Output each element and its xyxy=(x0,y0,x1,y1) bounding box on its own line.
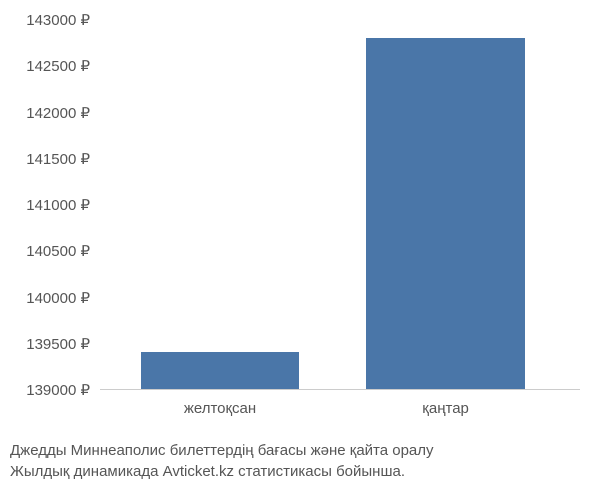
y-tick-label: 143000 ₽ xyxy=(26,11,90,29)
plot-area xyxy=(100,20,580,390)
y-axis: 139000 ₽139500 ₽140000 ₽140500 ₽141000 ₽… xyxy=(0,20,95,390)
y-tick-label: 140500 ₽ xyxy=(26,242,90,260)
y-tick-label: 142500 ₽ xyxy=(26,57,90,75)
bar xyxy=(366,38,524,390)
y-tick-label: 140000 ₽ xyxy=(26,289,90,307)
y-tick-label: 139000 ₽ xyxy=(26,381,90,399)
chart-container: 139000 ₽ 139500 ₽ 140000 ₽ 140500 ₽ 141000 ₽… xyxy=(0,0,600,500)
y-tick-label: 139500 ₽ xyxy=(26,335,90,353)
x-tick-label: желтоқсан xyxy=(184,400,256,417)
y-tick-label: 141000 ₽ xyxy=(26,196,90,214)
bar xyxy=(141,352,299,389)
caption-line-1: Джедды Миннеаполис билеттердің бағасы жә… xyxy=(10,440,590,461)
y-tick-label: 142000 ₽ xyxy=(26,104,90,122)
chart-caption: Джедды Миннеаполис билеттердің бағасы жә… xyxy=(10,440,590,482)
x-axis: желтоқсан қаңтар xyxy=(100,395,580,425)
caption-line-2: Жылдық динамикада Avticket.kz статистика… xyxy=(10,461,590,482)
x-tick-label: қаңтар xyxy=(422,400,469,417)
y-tick-label: 141500 ₽ xyxy=(26,150,90,168)
